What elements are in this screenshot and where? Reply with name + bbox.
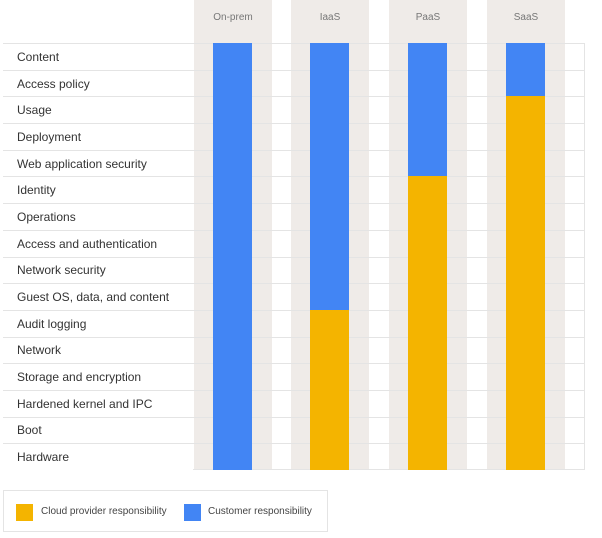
legend-cloud-provider: Cloud provider responsibility [41, 506, 167, 517]
layer-label: Access and authentication [3, 230, 193, 257]
customer-bar-on-prem [213, 43, 252, 470]
customer-bar-paas [408, 43, 447, 177]
column-title: IaaS [319, 12, 341, 23]
layer-row [3, 176, 585, 203]
layer-label: Content [3, 44, 193, 70]
layer-row [3, 229, 585, 257]
cloud-provider-bar-saas [506, 96, 545, 470]
layer-row [3, 443, 585, 470]
customer-bar-saas [506, 43, 545, 97]
layer-label: Guest OS, data, and content [3, 284, 193, 310]
layer-row [3, 203, 585, 230]
layer-row [3, 336, 585, 364]
layer-row [3, 123, 585, 150]
legend: Cloud provider responsibility Customer r… [3, 490, 328, 532]
legend-customer: Customer responsibility [208, 506, 312, 517]
customer-swatch [184, 504, 201, 521]
customer-bar-iaas [310, 43, 349, 310]
layer-label: Usage [3, 97, 193, 124]
layer-label: Hardened kernel and IPC [3, 390, 193, 417]
cloud-provider-bar-iaas [310, 309, 349, 470]
layer-label: Web application security [3, 150, 193, 177]
layer-label: Boot [3, 417, 193, 444]
layer-row [3, 69, 585, 97]
layer-label: Deployment [3, 124, 193, 150]
layer-row [3, 256, 585, 284]
layer-row [3, 309, 585, 337]
cloud-provider-bar-paas [408, 176, 447, 470]
layer-row [3, 96, 585, 123]
layer-label: Network [3, 337, 193, 364]
layer-row [3, 283, 585, 310]
layer-row [3, 389, 585, 417]
column-title: On-prem [213, 12, 253, 23]
layer-row [3, 149, 585, 177]
column-title: PaaS [415, 12, 441, 23]
layer-label: Identity [3, 177, 193, 204]
layer-row [3, 43, 585, 70]
layer-row [3, 363, 585, 390]
cloud-provider-swatch [16, 504, 33, 521]
layer-label: Network security [3, 257, 193, 284]
column-title: SaaS [513, 12, 539, 23]
layer-row [3, 416, 585, 444]
layer-label: Audit logging [3, 310, 193, 337]
layer-label: Access policy [3, 70, 193, 97]
layer-label: Storage and encryption [3, 364, 193, 390]
layer-label: Operations [3, 204, 193, 230]
layer-label: Hardware [3, 444, 193, 470]
